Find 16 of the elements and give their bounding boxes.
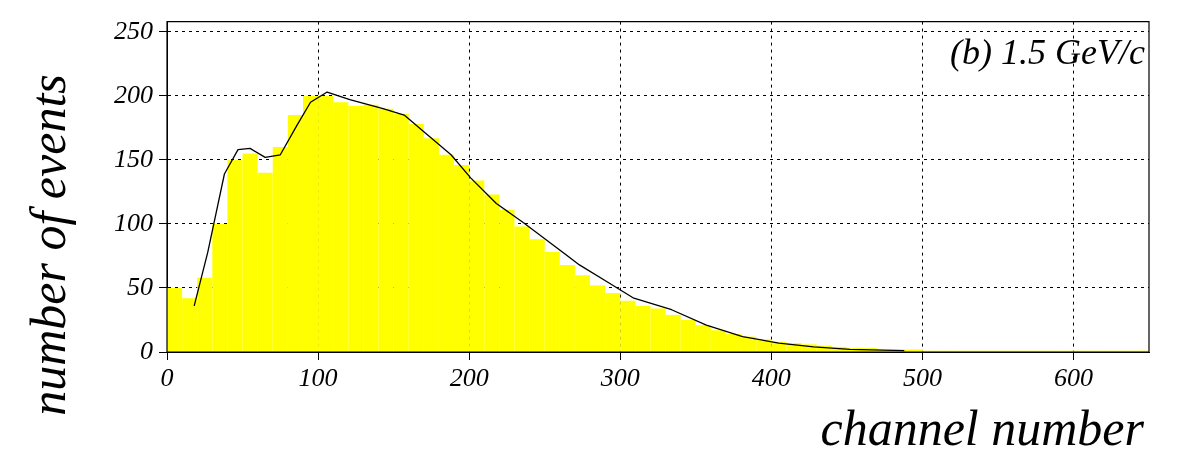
y-axis-title: number of events	[20, 74, 77, 416]
y-tick-label: 0	[140, 335, 153, 365]
y-tick-label: 150	[114, 143, 153, 173]
x-tick-label: 600	[1053, 363, 1093, 393]
x-tick-label: 400	[751, 363, 791, 393]
x-tick-label: 300	[599, 363, 640, 393]
x-tick-label: 100	[298, 363, 338, 393]
x-tick-label: 500	[902, 363, 942, 393]
x-axis-title: channel number	[820, 400, 1145, 456]
y-tick-label: 250	[114, 15, 153, 45]
x-tick-label: 0	[160, 363, 174, 393]
annotation: (b) 1.5 GeV/c	[950, 31, 1146, 72]
y-tick-label: 100	[114, 207, 153, 237]
x-tick-label: 200	[449, 363, 489, 393]
y-tick-label: 50	[127, 271, 153, 301]
y-tick-label: 200	[114, 79, 153, 109]
